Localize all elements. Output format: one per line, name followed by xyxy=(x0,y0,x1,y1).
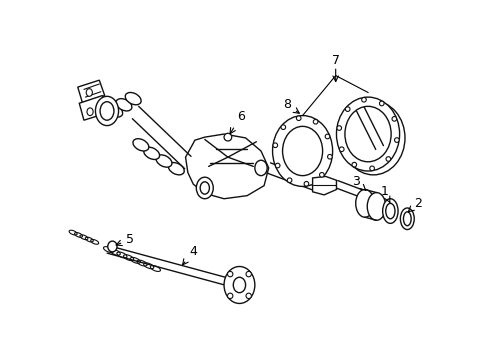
Ellipse shape xyxy=(282,126,322,176)
Ellipse shape xyxy=(272,116,332,186)
Polygon shape xyxy=(185,134,268,199)
Ellipse shape xyxy=(156,155,172,167)
Ellipse shape xyxy=(224,266,254,303)
Ellipse shape xyxy=(224,133,231,141)
Ellipse shape xyxy=(100,102,114,120)
Ellipse shape xyxy=(361,98,366,102)
Ellipse shape xyxy=(313,120,317,124)
Ellipse shape xyxy=(403,212,410,226)
Ellipse shape xyxy=(86,89,92,96)
Ellipse shape xyxy=(272,143,277,148)
Polygon shape xyxy=(78,80,104,103)
Ellipse shape xyxy=(319,172,324,177)
Text: 8: 8 xyxy=(283,98,299,113)
Ellipse shape xyxy=(296,116,301,121)
Ellipse shape xyxy=(227,293,232,298)
Ellipse shape xyxy=(336,97,399,171)
Text: 4: 4 xyxy=(182,244,197,265)
Ellipse shape xyxy=(233,277,245,293)
Ellipse shape xyxy=(394,138,398,143)
Text: 7: 7 xyxy=(331,54,339,67)
Text: 6: 6 xyxy=(229,110,244,134)
Ellipse shape xyxy=(369,166,374,171)
Ellipse shape xyxy=(345,107,349,112)
Ellipse shape xyxy=(339,147,344,152)
Ellipse shape xyxy=(327,154,331,159)
Ellipse shape xyxy=(196,177,213,199)
Ellipse shape xyxy=(87,108,93,116)
Ellipse shape xyxy=(143,147,159,159)
Ellipse shape xyxy=(133,139,148,151)
Text: 5: 5 xyxy=(116,233,134,246)
Ellipse shape xyxy=(385,203,394,219)
Ellipse shape xyxy=(304,181,308,186)
Ellipse shape xyxy=(382,199,397,223)
Ellipse shape xyxy=(254,160,266,176)
Ellipse shape xyxy=(341,101,404,175)
Ellipse shape xyxy=(379,101,383,106)
Ellipse shape xyxy=(107,241,117,252)
Ellipse shape xyxy=(355,189,373,217)
Ellipse shape xyxy=(391,117,396,121)
Polygon shape xyxy=(79,95,108,120)
Ellipse shape xyxy=(275,163,280,168)
Ellipse shape xyxy=(400,208,413,230)
Ellipse shape xyxy=(336,126,341,130)
Ellipse shape xyxy=(106,105,122,117)
Ellipse shape xyxy=(351,162,356,167)
Text: 3: 3 xyxy=(352,175,365,190)
Ellipse shape xyxy=(116,99,132,111)
Ellipse shape xyxy=(281,125,285,130)
Text: 2: 2 xyxy=(407,197,421,212)
Ellipse shape xyxy=(245,293,251,298)
Ellipse shape xyxy=(227,271,232,277)
Polygon shape xyxy=(312,176,336,195)
Ellipse shape xyxy=(245,271,251,277)
Ellipse shape xyxy=(95,96,118,126)
Ellipse shape xyxy=(200,182,209,194)
Ellipse shape xyxy=(366,193,385,220)
Ellipse shape xyxy=(168,163,184,175)
Ellipse shape xyxy=(286,178,291,183)
Text: 1: 1 xyxy=(380,185,389,203)
Ellipse shape xyxy=(325,134,329,139)
Ellipse shape xyxy=(385,157,390,161)
Ellipse shape xyxy=(125,93,141,105)
